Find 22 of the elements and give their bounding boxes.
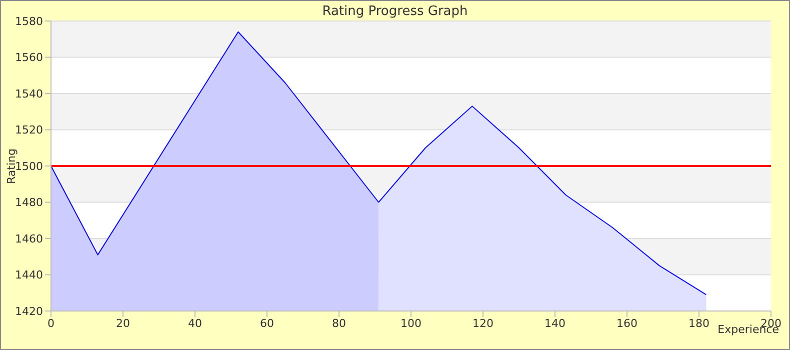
y-tick-label: 1460: [15, 232, 43, 246]
chart-title: Rating Progress Graph: [322, 4, 468, 19]
y-tick-label: 1560: [15, 51, 43, 64]
x-tick-label: 60: [260, 316, 274, 330]
y-axis-title: Rating: [5, 148, 18, 184]
y-tick-label: 1540: [15, 87, 43, 100]
x-tick-label: 100: [400, 316, 422, 330]
line-series: [51, 31, 707, 296]
x-tick-label: 40: [188, 316, 202, 330]
y-tick-label: 1480: [15, 196, 43, 210]
y-tick-label: 1500: [15, 160, 43, 173]
x-tick-label: 80: [332, 316, 346, 330]
x-tick-label: 140: [544, 316, 566, 330]
x-tick-label: 180: [688, 316, 710, 330]
x-tick-label: 20: [116, 316, 130, 330]
x-tick-label: 0: [48, 316, 54, 330]
x-tick-label: 120: [472, 316, 494, 330]
y-tick-label: 1440: [15, 268, 43, 282]
x-tick-label: 160: [616, 316, 638, 330]
y-tick-label: 1580: [15, 14, 43, 28]
y-tick-label: 1520: [15, 124, 43, 137]
y-tick-label: 1420: [15, 304, 43, 318]
